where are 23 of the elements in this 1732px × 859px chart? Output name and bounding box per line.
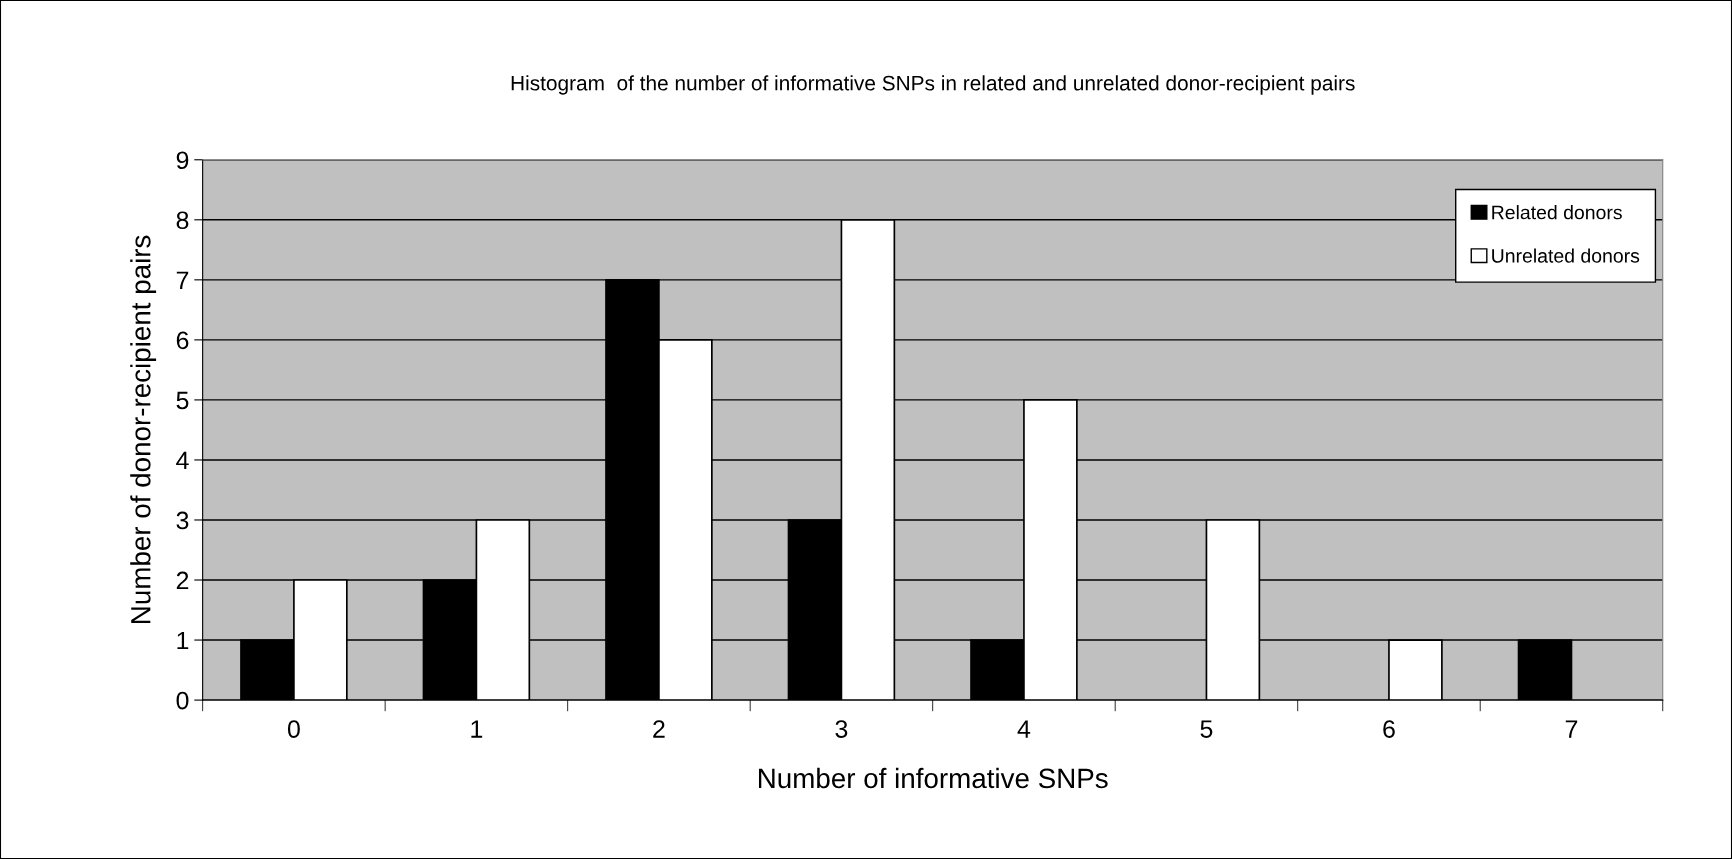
x-tick-label: 5 (1200, 720, 1213, 738)
y-tick-label: 1 (177, 631, 189, 650)
chart-title: Histogram of the number of informative SNPs in related and unrelated donor-recipient pairs (511, 75, 1355, 95)
legend-label: Unrelated donors (1492, 248, 1640, 263)
y-tick-label: 0 (176, 691, 189, 710)
y-tick-label: 5 (176, 391, 189, 410)
legend-label: Related donors (1492, 205, 1622, 220)
y-tick-label: 8 (176, 211, 189, 230)
x-tick-label: 4 (1017, 720, 1031, 738)
x-tick-label: 2 (653, 720, 665, 738)
y-tick-label: 4 (176, 451, 189, 470)
y-axis-title: Number of donor-recipient pairs (130, 235, 157, 623)
x-tick-label: 7 (1565, 720, 1578, 738)
x-axis-title: Number of informative SNPs (758, 767, 1108, 789)
x-tick-label: 3 (835, 720, 848, 738)
y-tick-label: 3 (176, 511, 189, 530)
y-tick-label: 2 (176, 571, 189, 590)
x-tick-label: 0 (287, 720, 300, 738)
x-tick-label: 6 (1383, 720, 1395, 738)
y-tick-label: 7 (176, 271, 189, 289)
x-tick-label: 1 (471, 720, 483, 738)
y-tick-label: 9 (176, 151, 189, 170)
y-tick-label: 6 (176, 331, 189, 350)
